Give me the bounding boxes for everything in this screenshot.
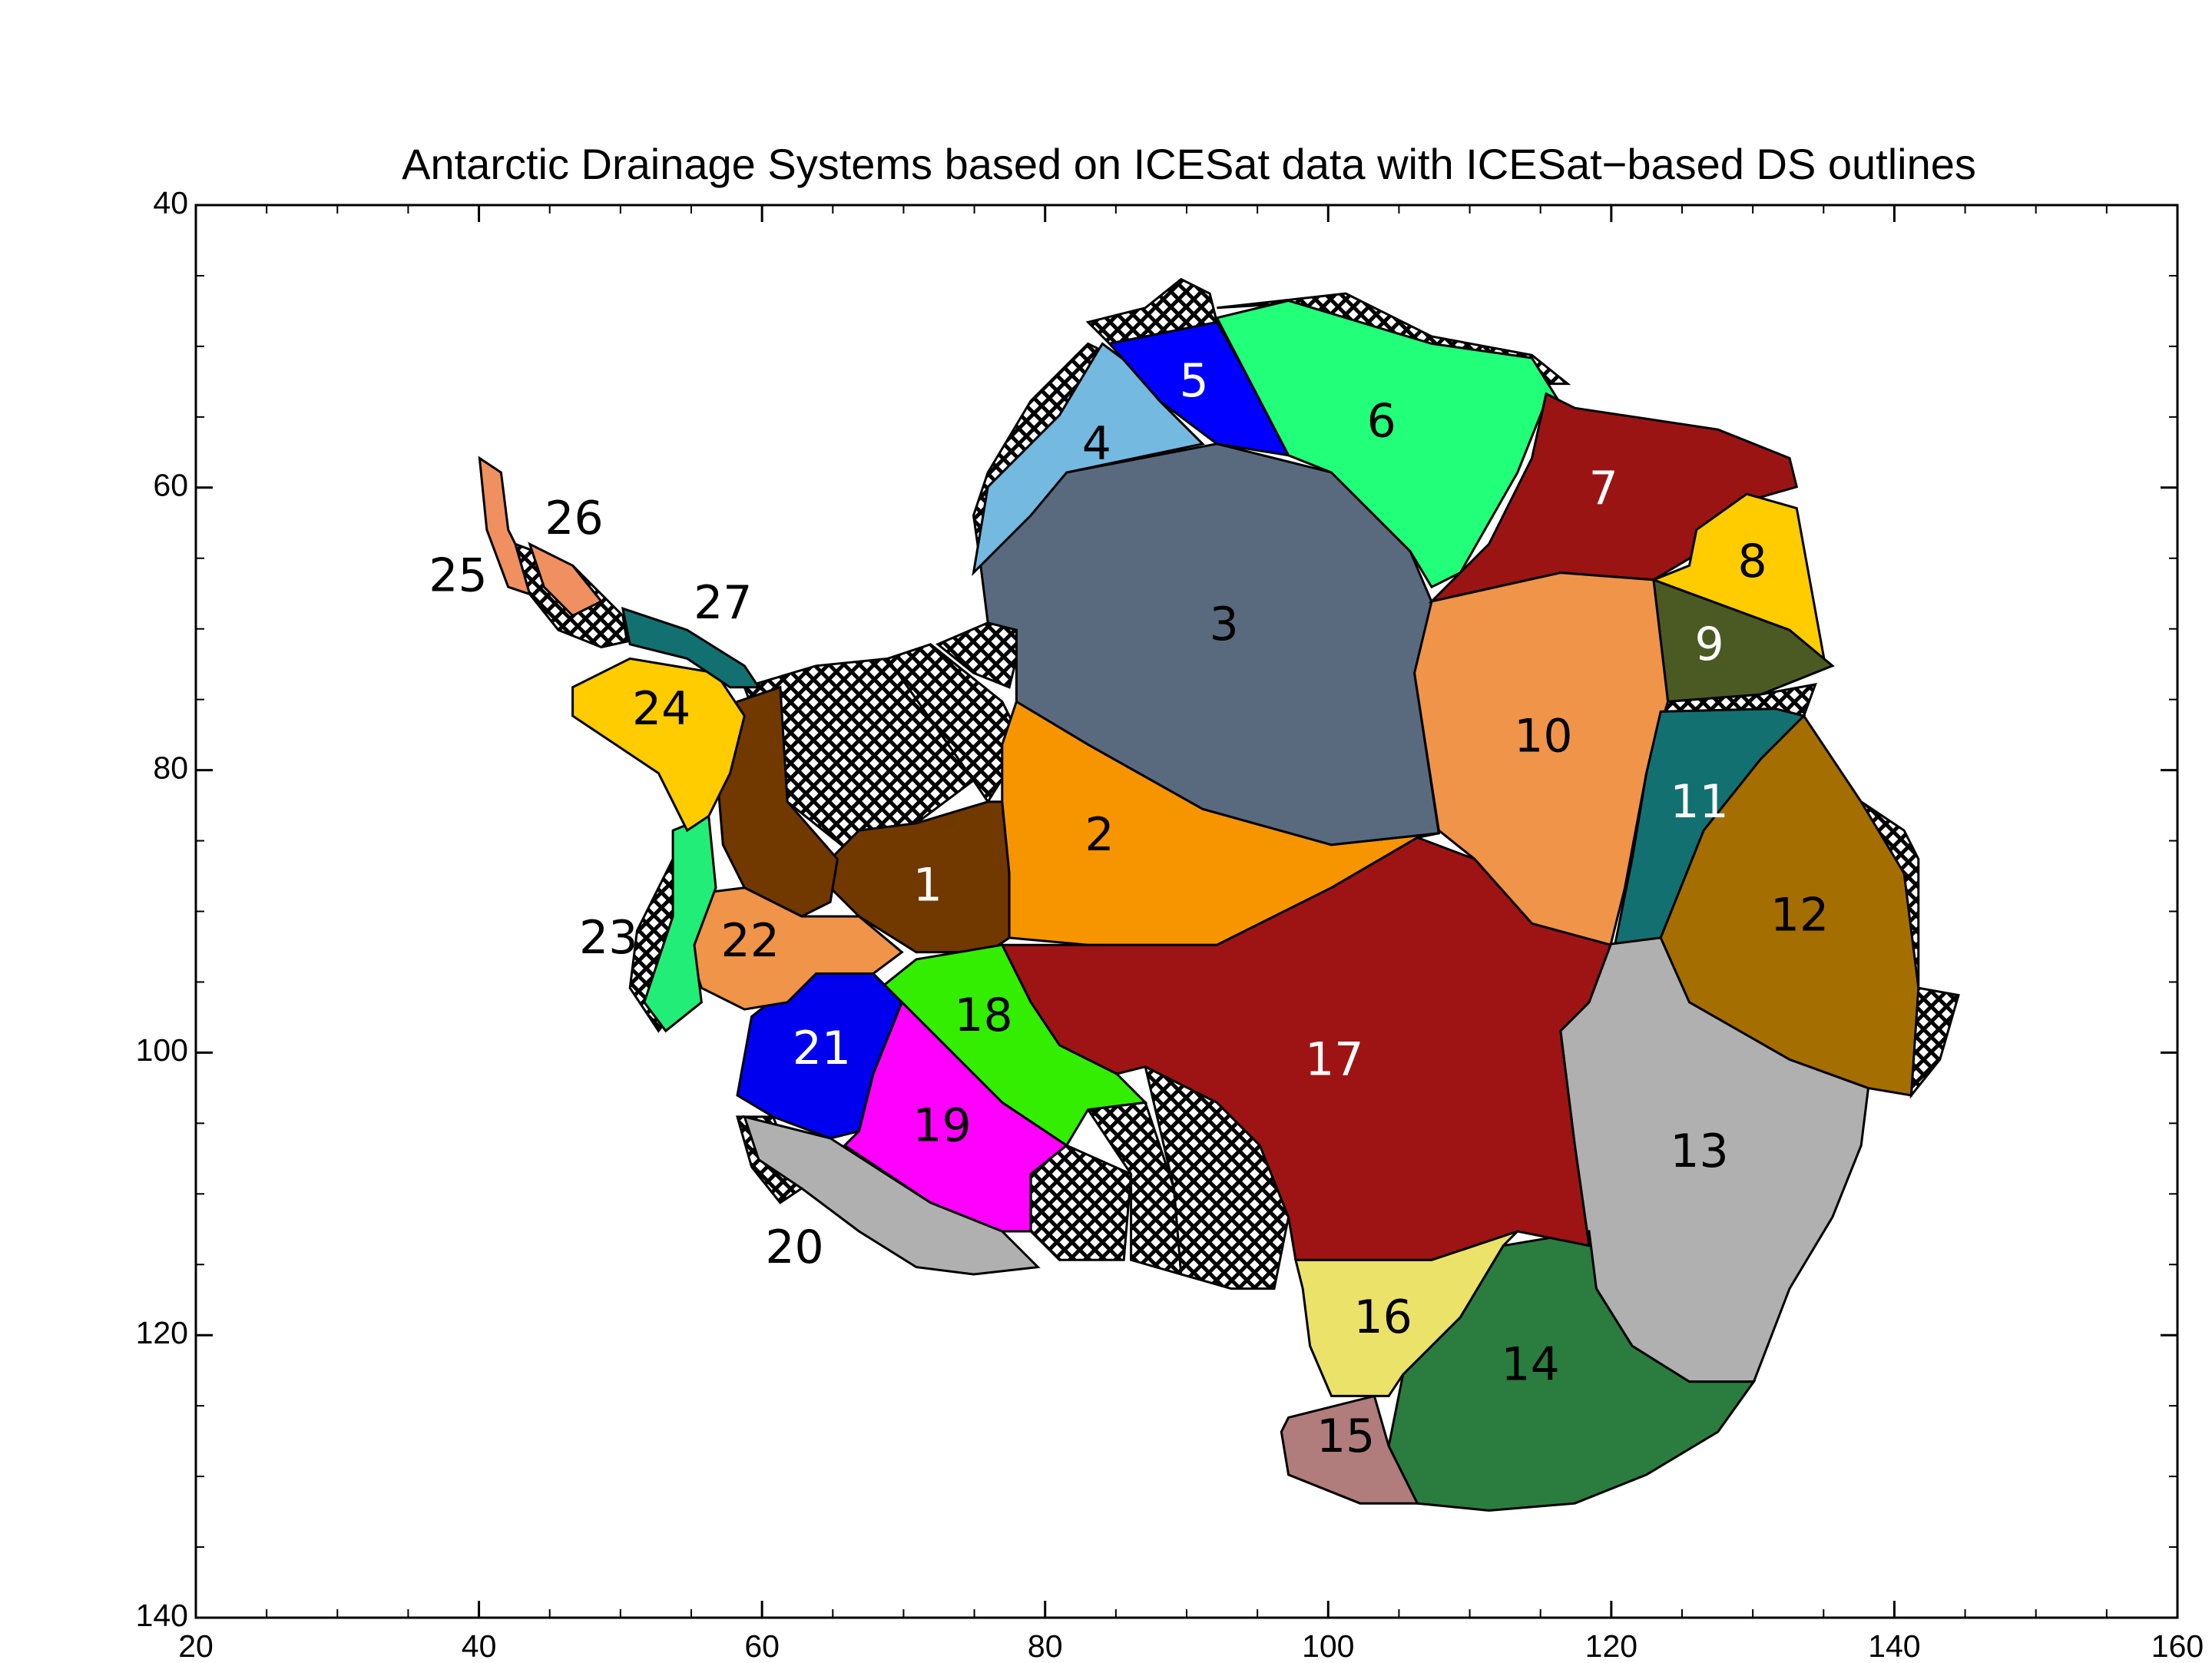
x-tick-label: 40 bbox=[462, 1628, 497, 1659]
x-tick-label: 60 bbox=[744, 1628, 780, 1659]
hatched-region bbox=[743, 657, 975, 861]
region-shape bbox=[571, 657, 746, 833]
region-label: 2 bbox=[1084, 808, 1114, 862]
region-label: 14 bbox=[1501, 1338, 1559, 1392]
y-tick-label: 140 bbox=[136, 1598, 188, 1633]
region-label: 27 bbox=[694, 576, 752, 630]
region-label: 22 bbox=[721, 914, 780, 968]
region-label: 17 bbox=[1305, 1033, 1363, 1087]
x-tick-label: 160 bbox=[2151, 1628, 2204, 1659]
region-label: 8 bbox=[1737, 535, 1767, 588]
y-tick-label: 100 bbox=[136, 1032, 188, 1068]
region-shape bbox=[979, 442, 1441, 846]
region-labels: 1234567891011121314151617181920212223242… bbox=[429, 354, 1829, 1463]
region-label: 3 bbox=[1210, 598, 1239, 651]
region-label: 15 bbox=[1316, 1410, 1375, 1463]
region-shape bbox=[621, 606, 761, 689]
regions bbox=[478, 277, 1960, 1512]
region-label: 6 bbox=[1367, 394, 1396, 448]
region-label: 5 bbox=[1179, 354, 1208, 408]
region-label: 25 bbox=[429, 549, 487, 603]
x-tick-label: 20 bbox=[178, 1628, 214, 1659]
region-label: 4 bbox=[1082, 417, 1111, 471]
region-label: 19 bbox=[912, 1098, 971, 1152]
x-tick-label: 140 bbox=[1868, 1628, 1920, 1659]
region-label: 9 bbox=[1695, 618, 1724, 671]
region-shape bbox=[1659, 714, 1920, 1097]
region-label: 16 bbox=[1353, 1290, 1412, 1344]
region-shape bbox=[478, 456, 531, 596]
x-tick-label: 100 bbox=[1302, 1628, 1354, 1659]
region-label: 20 bbox=[765, 1221, 823, 1274]
region-shape bbox=[843, 1000, 1069, 1233]
y-tick-label: 120 bbox=[136, 1315, 188, 1350]
region-label: 13 bbox=[1670, 1125, 1728, 1178]
region-shape bbox=[743, 1115, 1041, 1276]
region-label: 23 bbox=[579, 911, 637, 965]
region-shape bbox=[1387, 1230, 1757, 1512]
region-shape bbox=[1280, 1394, 1419, 1505]
region-label: 7 bbox=[1589, 462, 1618, 515]
region-label: 21 bbox=[793, 1022, 851, 1075]
map-title: Antarctic Drainage Systems based on ICES… bbox=[402, 140, 1976, 188]
region-shape bbox=[1000, 836, 1612, 1261]
x-tick-label: 120 bbox=[1585, 1628, 1637, 1659]
region-label: 24 bbox=[632, 682, 690, 736]
region-label: 10 bbox=[1514, 709, 1572, 763]
region-shape bbox=[714, 685, 839, 918]
x-tick-label: 80 bbox=[1028, 1628, 1063, 1659]
region-shape bbox=[643, 814, 717, 1033]
region-label: 18 bbox=[954, 989, 1012, 1042]
region-shape bbox=[1413, 571, 1670, 947]
region-shape bbox=[528, 542, 604, 618]
y-tick-label: 40 bbox=[153, 185, 188, 220]
y-tick-label: 80 bbox=[153, 750, 188, 785]
region-label: 1 bbox=[913, 858, 942, 912]
region-label: 12 bbox=[1770, 888, 1829, 942]
region-label: 11 bbox=[1670, 775, 1728, 829]
region-shape bbox=[1215, 299, 1569, 589]
y-tick-label: 60 bbox=[153, 468, 188, 503]
region-label: 26 bbox=[545, 492, 603, 545]
